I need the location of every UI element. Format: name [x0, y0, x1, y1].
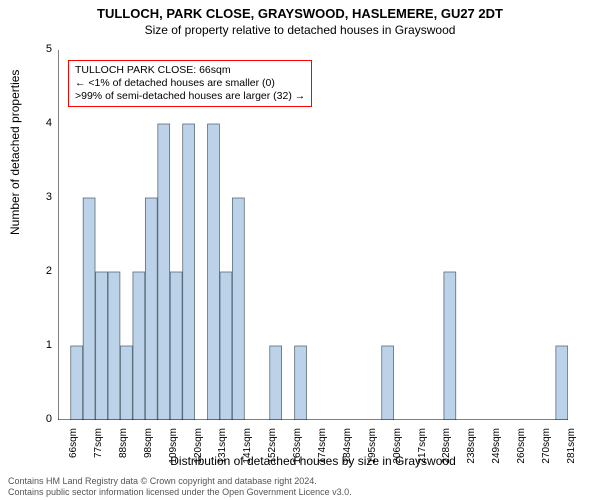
footer-line1: Contains HM Land Registry data © Crown c…: [8, 476, 352, 487]
footer: Contains HM Land Registry data © Crown c…: [8, 476, 352, 498]
bar: [71, 346, 83, 420]
ytick-label: 3: [32, 191, 52, 203]
bar: [121, 346, 133, 420]
annotation-box: TULLOCH PARK CLOSE: 66sqm← <1% of detach…: [68, 60, 312, 107]
bar: [444, 272, 456, 420]
annotation-line1: TULLOCH PARK CLOSE: 66sqm: [75, 64, 305, 77]
bar: [220, 272, 232, 420]
bar: [83, 198, 95, 420]
title-main: TULLOCH, PARK CLOSE, GRAYSWOOD, HASLEMER…: [0, 6, 600, 21]
bar: [183, 124, 195, 420]
bar: [170, 272, 182, 420]
bar: [145, 198, 157, 420]
bar: [108, 272, 120, 420]
bar: [158, 124, 170, 420]
ytick-label: 2: [32, 265, 52, 277]
bar: [295, 346, 307, 420]
title-sub: Size of property relative to detached ho…: [0, 23, 600, 37]
annotation-line2: ← <1% of detached houses are smaller (0): [75, 77, 305, 90]
bar: [232, 198, 244, 420]
y-axis-label: Number of detached properties: [8, 70, 22, 235]
x-axis-label: Distribution of detached houses by size …: [58, 454, 568, 468]
footer-line2: Contains public sector information licen…: [8, 487, 352, 498]
ytick-label: 0: [32, 413, 52, 425]
bar: [382, 346, 394, 420]
bar: [133, 272, 145, 420]
bar: [556, 346, 568, 420]
bar: [96, 272, 108, 420]
annotation-line3: >99% of semi-detached houses are larger …: [75, 90, 305, 103]
ytick-label: 1: [32, 339, 52, 351]
ytick-label: 4: [32, 117, 52, 129]
ytick-label: 5: [32, 43, 52, 55]
bar: [270, 346, 282, 420]
bar: [208, 124, 220, 420]
chart-area: 01234566sqm77sqm88sqm98sqm109sqm120sqm13…: [58, 50, 568, 420]
